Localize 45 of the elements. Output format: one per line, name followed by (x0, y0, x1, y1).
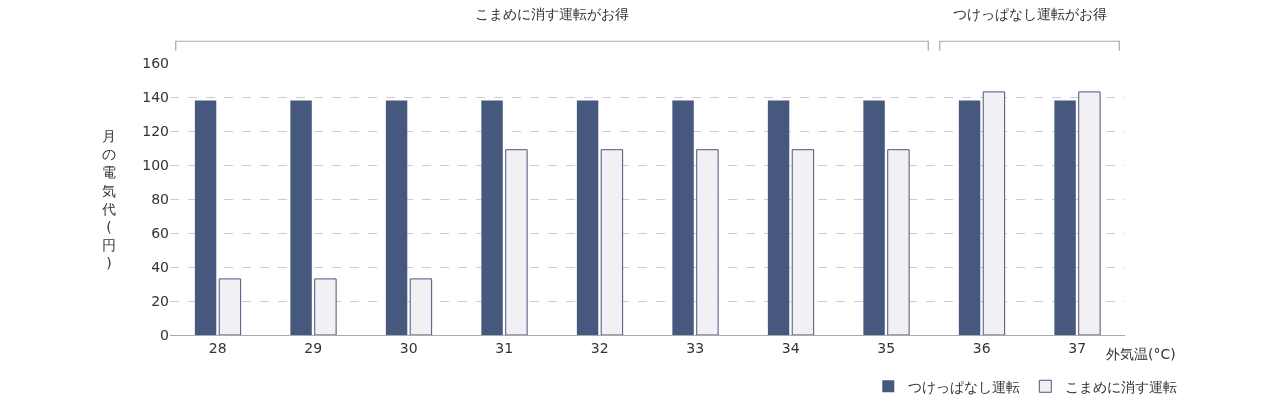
bar (314, 278, 337, 335)
text: こまめに消す運転がお得 (475, 6, 629, 22)
y-tick-label: 100 (142, 156, 169, 173)
y-tick-label: 0 (160, 326, 169, 343)
y-tick-label: 60 (151, 224, 169, 241)
bar (576, 100, 599, 335)
y-tick-label: 20 (151, 292, 169, 309)
y-tick-label: 120 (142, 122, 169, 139)
bar (1078, 91, 1101, 335)
bar (791, 149, 815, 335)
y-tick-label: 40 (151, 258, 169, 275)
y-axis-title: 月の電気代(円) (101, 128, 116, 272)
text: つけっぱなし運転がお得 (953, 6, 1107, 22)
bar (505, 149, 528, 335)
bar (863, 100, 885, 335)
bar (672, 100, 694, 335)
x-tick-label: 35 (877, 339, 896, 356)
bar (385, 100, 408, 335)
bar (218, 278, 242, 335)
bar (696, 149, 719, 335)
x-tick-label: 28 (208, 339, 227, 356)
x-axis-title: 外気温(°C) (1106, 346, 1176, 362)
y-tick-label: 160 (142, 54, 169, 71)
bar (194, 100, 217, 335)
bar (958, 100, 981, 335)
bar (1054, 100, 1076, 335)
x-tick-label: 33 (686, 339, 705, 356)
x-tick-label: 36 (972, 339, 991, 356)
bar (887, 149, 910, 335)
x-tick-label: 34 (781, 339, 800, 356)
y-tick-label: 80 (151, 190, 169, 207)
bar (409, 278, 433, 335)
legend-label: つけっぱなし運転 (908, 378, 1021, 395)
x-tick-label: 30 (399, 339, 418, 356)
legend-label: こまめに消す運転 (1065, 378, 1178, 395)
x-tick-label: 29 (304, 339, 323, 356)
bar (982, 91, 1006, 335)
bar (767, 100, 790, 335)
x-tick-label: 31 (495, 339, 514, 356)
bar (600, 149, 624, 335)
y-tick-label: 140 (142, 88, 169, 105)
x-tick-label: 37 (1068, 339, 1087, 356)
bar (481, 100, 503, 335)
bar (290, 100, 312, 335)
x-tick-label: 32 (590, 339, 609, 356)
